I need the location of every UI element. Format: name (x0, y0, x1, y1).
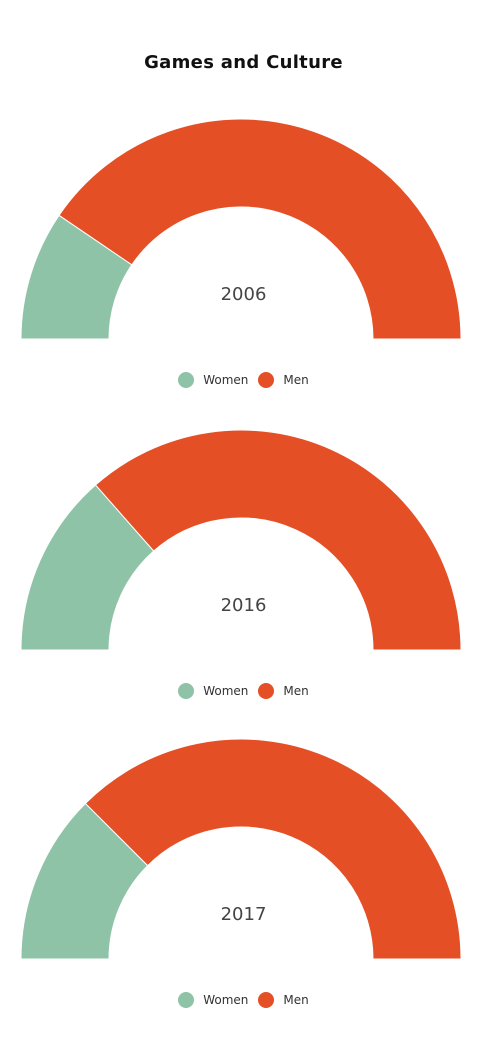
gauge-segment-men-2017[interactable] (84, 738, 462, 960)
gauge-year-label-2017: 2017 (220, 904, 267, 925)
gauge-svg-2017 (20, 738, 462, 960)
gauge-year-label-2006: 2006 (220, 284, 267, 305)
gauge-svg-2006 (20, 118, 462, 340)
gauge-chart-2016: 2016 Women Men (0, 421, 487, 731)
legend-item-men[interactable]: Men (258, 683, 309, 699)
legend-item-women[interactable]: Women (178, 372, 248, 388)
legend-item-men[interactable]: Men (258, 372, 309, 388)
legend-label-men: Men (283, 993, 309, 1007)
legend-swatch-women (178, 683, 195, 699)
legend-swatch-women (178, 992, 195, 1008)
gauge-svg-2016 (20, 429, 462, 651)
legend-2016: Women Men (0, 683, 487, 699)
legend-2017: Women Men (0, 992, 487, 1008)
legend-label-women: Women (203, 373, 249, 387)
gauge-segment-men-2006[interactable] (58, 118, 462, 340)
legend-label-women: Women (203, 684, 249, 698)
legend-item-women[interactable]: Women (178, 992, 248, 1008)
chart-title: Games and Culture (144, 52, 343, 73)
legend-2006: Women Men (0, 372, 487, 388)
legend-swatch-men (258, 683, 275, 699)
legend-item-men[interactable]: Men (258, 992, 309, 1008)
legend-item-women[interactable]: Women (178, 683, 248, 699)
legend-label-women: Women (203, 993, 249, 1007)
legend-swatch-women (178, 372, 195, 388)
legend-label-men: Men (283, 684, 309, 698)
gauge-year-label-2016: 2016 (220, 595, 267, 616)
gauge-segment-men-2016[interactable] (94, 429, 462, 651)
legend-swatch-men (258, 992, 275, 1008)
gauge-chart-2006: 2006 Women Men (0, 110, 487, 420)
legend-swatch-men (258, 372, 275, 388)
legend-label-men: Men (283, 373, 309, 387)
gauge-chart-2017: 2017 Women Men (0, 730, 487, 1040)
